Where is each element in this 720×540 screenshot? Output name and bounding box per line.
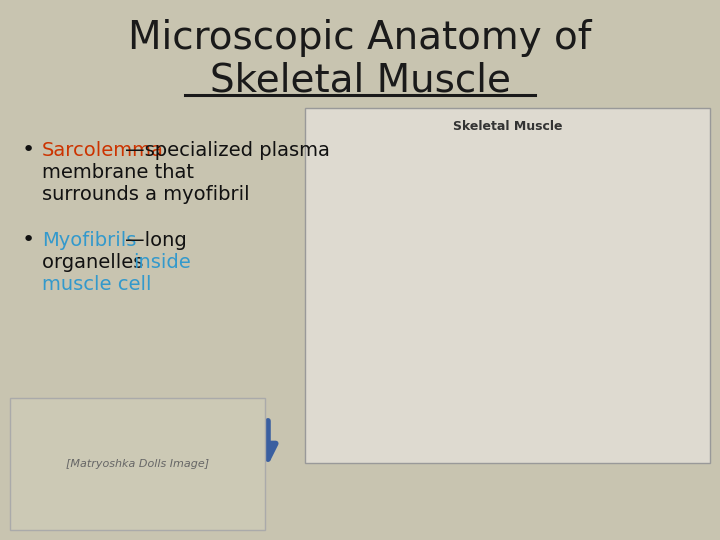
- Text: [Matryoshka Dolls Image]: [Matryoshka Dolls Image]: [66, 459, 209, 469]
- Text: inside: inside: [133, 253, 191, 272]
- FancyArrowPatch shape: [260, 421, 276, 459]
- Bar: [305, 108, 710, 463]
- Text: membrane that: membrane that: [42, 163, 194, 181]
- Text: •: •: [22, 230, 35, 250]
- Text: muscle cell: muscle cell: [42, 274, 151, 294]
- Bar: [10, 398, 265, 530]
- Text: organelles: organelles: [42, 253, 150, 272]
- Text: —specialized plasma: —specialized plasma: [125, 140, 330, 159]
- Text: —long: —long: [125, 231, 186, 249]
- Text: surrounds a myofibril: surrounds a myofibril: [42, 185, 250, 204]
- Text: Skeletal Muscle: Skeletal Muscle: [210, 61, 510, 99]
- Text: Myofibrils: Myofibrils: [42, 231, 136, 249]
- Text: Sarcolemma: Sarcolemma: [42, 140, 164, 159]
- Text: Microscopic Anatomy of: Microscopic Anatomy of: [128, 19, 592, 57]
- Text: Skeletal Muscle: Skeletal Muscle: [453, 119, 562, 132]
- Text: •: •: [22, 140, 35, 160]
